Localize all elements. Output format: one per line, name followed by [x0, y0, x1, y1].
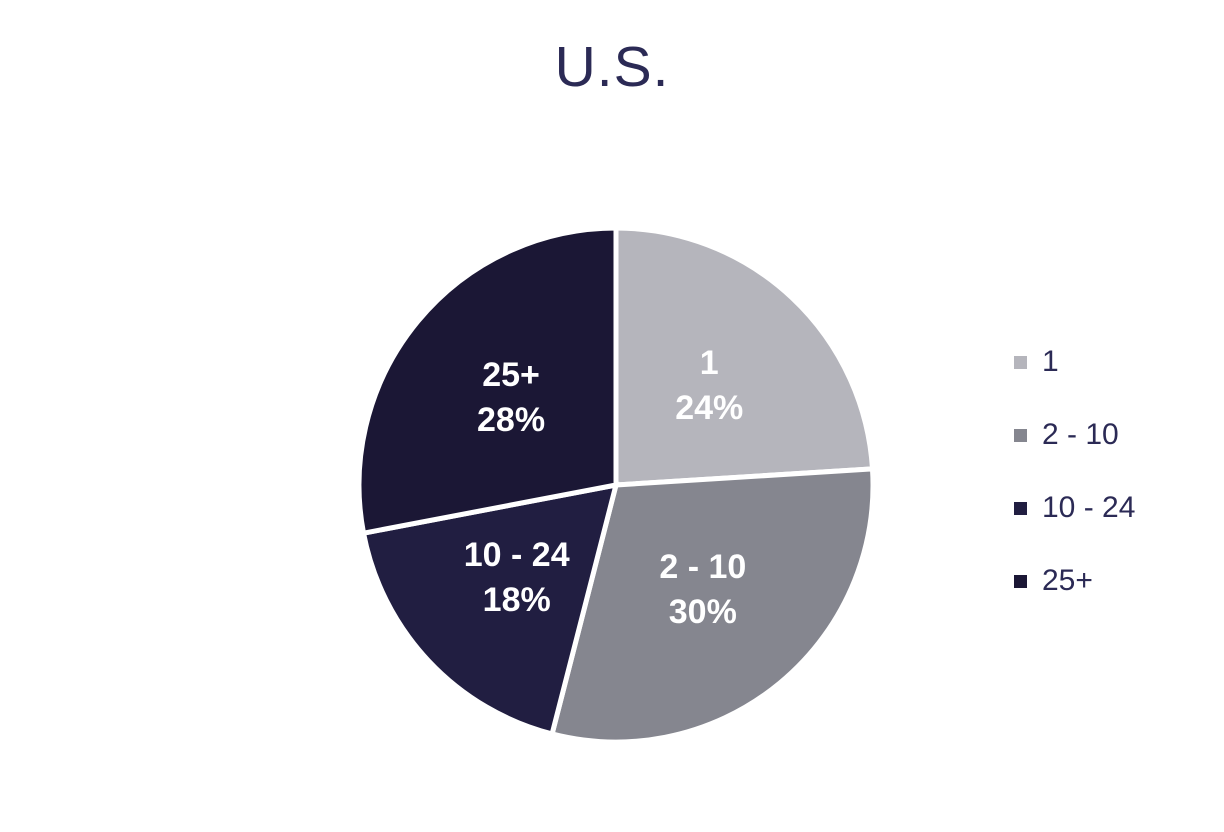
legend-label: 2 - 10 [1042, 418, 1119, 451]
legend-item-1: 1 [1014, 345, 1135, 378]
pie-slice-25+ [356, 225, 619, 537]
legend-label: 10 - 24 [1042, 491, 1136, 524]
legend-item-25+: 25+ [1014, 564, 1135, 597]
chart-title: U.S. [554, 35, 670, 99]
legend-label: 1 [1042, 345, 1059, 378]
legend-item-10-24: 10 - 24 [1014, 491, 1136, 524]
legend-swatch-icon [1014, 501, 1027, 515]
pie-slice-1 [613, 225, 876, 488]
legend-swatch-icon [1014, 355, 1027, 369]
pie-slice-10-24 [360, 481, 620, 737]
legend-swatch-icon [1014, 428, 1027, 442]
legend: 1 2 - 10 10 - 24 25+ [1014, 345, 1136, 639]
pie-chart [356, 225, 876, 745]
legend-label: 25+ [1042, 564, 1093, 597]
legend-swatch-icon [1014, 574, 1027, 588]
legend-item-2-10: 2 - 10 [1014, 418, 1135, 451]
pie-slice-2-10 [549, 466, 876, 745]
